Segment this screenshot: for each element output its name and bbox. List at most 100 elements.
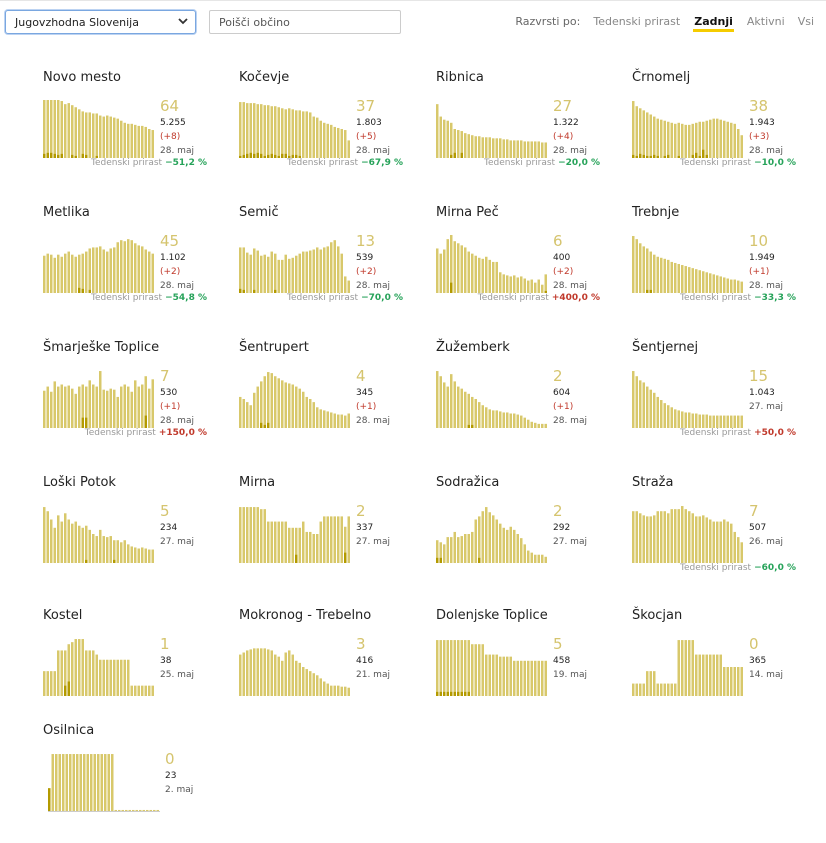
bar xyxy=(99,659,102,696)
bar xyxy=(712,521,715,563)
bar xyxy=(121,809,124,811)
daily-delta: (+1) xyxy=(749,267,770,277)
bar xyxy=(457,243,460,293)
bar xyxy=(702,271,705,293)
bar xyxy=(114,809,117,811)
last-date: 28. maj xyxy=(160,416,194,426)
bar xyxy=(92,534,95,563)
bar-recent xyxy=(467,691,470,696)
bar xyxy=(67,385,70,428)
bar-recent xyxy=(85,559,88,563)
region-select[interactable]: Jugovzhodna Slovenija xyxy=(5,10,196,34)
bar xyxy=(446,537,449,563)
bar xyxy=(719,654,722,696)
bar-recent xyxy=(649,289,652,293)
municipality-card[interactable]: Šentjernej 15 1.043 27. maj Tedenski prirast… xyxy=(632,340,812,460)
cases-bar-chart xyxy=(436,104,547,158)
bar xyxy=(436,640,439,696)
bar xyxy=(274,654,277,696)
bar xyxy=(141,685,144,696)
municipality-card[interactable]: Mokronog - Trebelno 3 416 21. maj xyxy=(239,608,419,728)
bar xyxy=(288,258,291,293)
bar xyxy=(639,108,642,158)
bar xyxy=(246,507,249,563)
bar xyxy=(141,547,144,563)
bar xyxy=(642,382,645,428)
bar xyxy=(439,253,442,293)
bar xyxy=(46,386,49,428)
municipality-card[interactable]: Kostel 1 38 25. maj xyxy=(43,608,223,728)
bar-recent xyxy=(242,289,245,293)
municipality-card[interactable]: Sodražica 2 292 27. maj xyxy=(436,475,616,595)
bar xyxy=(284,521,287,563)
sort-option-latest[interactable]: Zadnji xyxy=(693,15,734,32)
bar xyxy=(492,261,495,293)
municipality-card[interactable]: Črnomelj 38 1.943 (+3) 28. maj Tedenski prira… xyxy=(632,70,812,190)
bar-recent xyxy=(249,152,252,158)
sort-option-active[interactable]: Aktivni xyxy=(746,15,785,28)
municipality-card[interactable]: Žužemberk 2 604 (+1) 28. maj xyxy=(436,340,616,460)
bar xyxy=(492,138,495,158)
municipality-name: Metlika xyxy=(43,205,90,220)
municipality-card[interactable]: Mirna Peč 6 400 (+2) 28. maj Tedenski prirast… xyxy=(436,205,616,325)
bar xyxy=(144,126,147,158)
municipality-card[interactable]: Loški Potok 5 234 27. maj xyxy=(43,475,223,595)
bar xyxy=(695,269,698,293)
bar xyxy=(667,121,670,158)
weekly-growth-value: −67,9 % xyxy=(361,158,403,168)
bar xyxy=(246,402,249,428)
bar xyxy=(523,660,526,696)
municipality-card[interactable]: Straža 7 507 26. maj Tedenski prirast −60,0 % xyxy=(632,475,812,595)
bar xyxy=(337,516,340,563)
bar xyxy=(344,130,347,158)
municipality-card[interactable]: Osilnica 0 23 2. maj xyxy=(43,723,223,843)
bar xyxy=(709,273,712,293)
total-cases: 1.102 xyxy=(160,253,186,263)
bar xyxy=(106,251,109,293)
weekly-growth-value: +50,0 % xyxy=(754,428,796,438)
municipality-card[interactable]: Trebnje 10 1.949 (+1) 28. maj Tedenski priras… xyxy=(632,205,812,325)
municipality-card[interactable]: Mirna 2 337 27. maj xyxy=(239,475,419,595)
bar xyxy=(132,809,135,811)
bar-recent xyxy=(242,154,245,158)
bar xyxy=(309,671,312,696)
municipality-card[interactable]: Šmarješke Toplice 7 530 (+1) 28. maj Tedenski… xyxy=(43,340,223,460)
bar xyxy=(705,654,708,696)
search-input[interactable] xyxy=(209,10,401,34)
bar xyxy=(134,685,137,696)
bar xyxy=(319,409,322,428)
bar xyxy=(471,396,474,428)
weekly-growth-value: −20,0 % xyxy=(558,158,600,168)
bar xyxy=(130,685,133,696)
bar xyxy=(460,388,463,428)
bar-recent xyxy=(239,155,242,158)
bar xyxy=(67,644,70,696)
sort-option-all[interactable]: Vsi xyxy=(797,15,814,28)
bar xyxy=(256,386,259,428)
bar xyxy=(291,109,294,158)
cases-bar-chart xyxy=(43,100,154,158)
total-cases: 38 xyxy=(160,656,172,666)
municipality-card[interactable]: Šentrupert 4 345 (+1) 28. maj xyxy=(239,340,419,460)
bar xyxy=(677,410,680,428)
municipality-card[interactable]: Dolenjske Toplice 5 458 19. maj xyxy=(436,608,616,728)
bar-recent xyxy=(298,155,301,158)
municipality-card[interactable]: Novo mesto 64 5.255 (+8) 28. maj Tedenski pri… xyxy=(43,70,223,190)
bar xyxy=(485,654,488,696)
weekly-growth: Tedenski prirast +150,0 % xyxy=(85,428,207,438)
bar xyxy=(471,531,474,563)
bar xyxy=(333,240,336,293)
municipality-card[interactable]: Ribnica 27 1.322 (+4) 28. maj Tedenski priras… xyxy=(436,70,616,190)
sort-option-weekly[interactable]: Tedenski prirast xyxy=(593,15,681,28)
bar xyxy=(330,412,333,428)
bar xyxy=(674,683,677,696)
bar xyxy=(649,389,652,428)
bar-recent xyxy=(57,154,60,158)
municipality-card[interactable]: Semič 13 539 (+2) 28. maj Tedenski prirast −70… xyxy=(239,205,419,325)
municipality-card[interactable]: Metlika 45 1.102 (+2) 28. maj Tedenski priras… xyxy=(43,205,223,325)
municipality-card[interactable]: Škocjan 0 365 14. maj xyxy=(632,608,812,728)
bar xyxy=(298,110,301,158)
bar xyxy=(723,415,726,428)
bar xyxy=(256,648,259,696)
municipality-card[interactable]: Kočevje 37 1.803 (+5) 28. maj Tedenski priras… xyxy=(239,70,419,190)
